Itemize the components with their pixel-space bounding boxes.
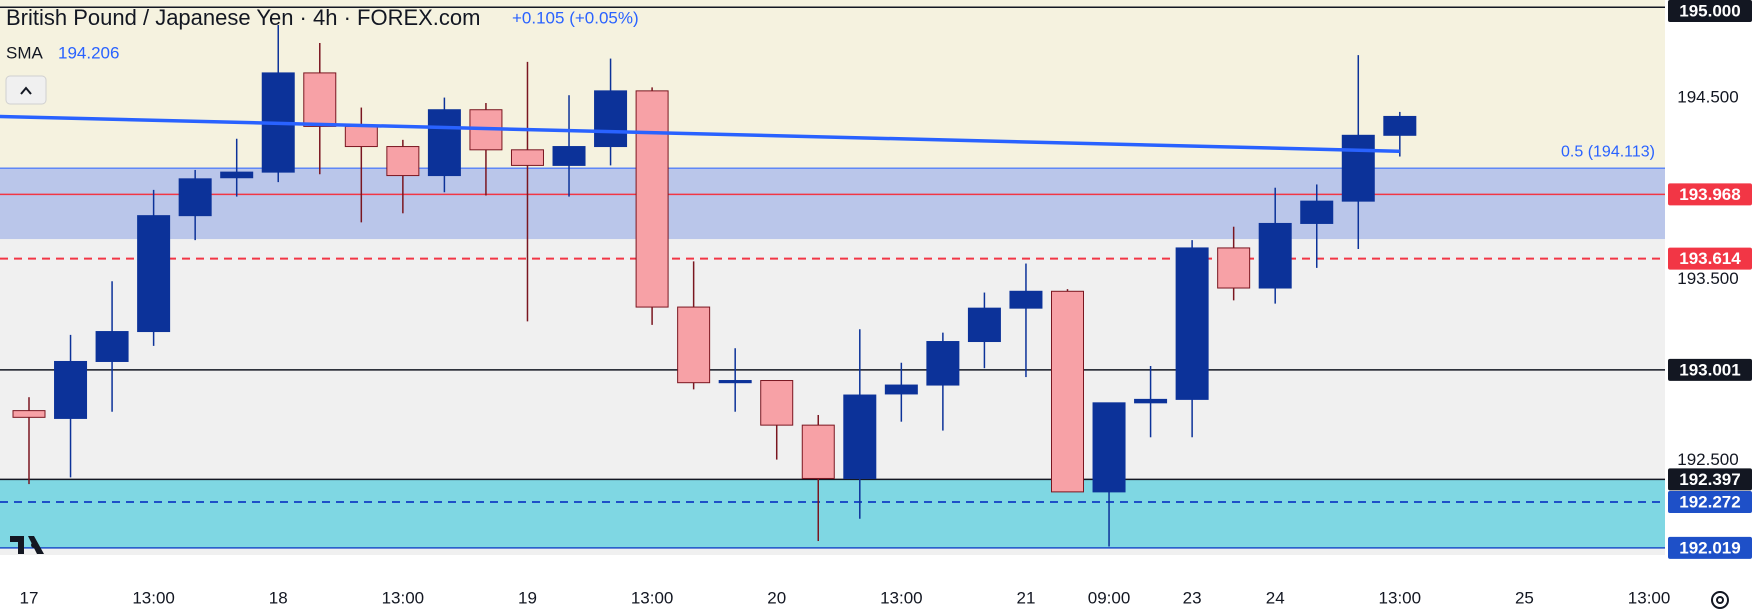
price-label-box [1668,491,1752,514]
candles [12,25,1417,547]
x-tick-label: 13:00 [631,588,674,607]
candle-body [677,306,711,384]
price-label-box [1668,468,1752,491]
y-tick-label: 193.500 [1677,269,1738,288]
settings-button[interactable] [1711,591,1729,609]
candle-body [1175,247,1209,400]
x-tick-label: 18 [269,588,288,607]
price-label-box [1668,358,1752,381]
price-label: 192.019 [1679,538,1740,557]
logo-mark [10,536,44,554]
price-label: 193.001 [1679,360,1740,379]
x-tick-label: 20 [767,588,786,607]
fib-label: 0.5 (194.113) [1561,143,1655,160]
candle-body [843,394,877,479]
zone [0,479,1665,548]
candle-body [760,380,794,426]
candle-body [386,146,420,177]
overlay: 0.5 (194.113) [0,114,1655,160]
x-tick-label: 21 [1016,588,1035,607]
collapse-button-bg[interactable] [5,75,47,105]
settings-icon-center [1716,596,1724,604]
x-tick-label: 17 [20,588,39,607]
candle-body [1341,134,1375,202]
candle-body [967,307,1001,343]
candle-body [95,331,129,362]
y-tick-label: 194.500 [1677,87,1738,106]
price-label-box [1668,0,1752,22]
sma-line [0,114,1400,154]
time-axis [0,555,1752,612]
candle-body [427,109,461,177]
candle-body [1217,247,1251,289]
candle-body [1009,290,1043,309]
candle-body [718,380,752,384]
axes: 194.500 193.500 192.500 195.000 193.968 193.6… [20,0,1752,607]
candle-body [552,146,586,166]
candle-body [510,149,544,166]
candle-body [1258,222,1292,289]
price-label: 192.272 [1679,493,1740,512]
candle-body [926,341,960,386]
indicator-name: SMA [6,43,44,62]
candle-body [801,424,835,479]
candle-body [220,171,254,179]
price-axis [1665,0,1752,555]
collapse-icon [20,86,32,95]
candle-body [635,90,669,308]
indicator-value: 194.206 [58,43,119,62]
x-tick-label: 13:00 [382,588,425,607]
x-tick-label: 13:00 [880,588,923,607]
zone [0,168,1665,240]
candle-body [303,72,337,127]
collapse-button[interactable] [5,75,47,105]
candle-body [1051,290,1084,493]
candle-body [178,178,212,217]
x-tick-label: 19 [518,588,537,607]
x-tick-label: 13:00 [132,588,175,607]
candle-body [344,125,378,148]
candle-body [1092,402,1126,493]
x-tick-label: 13:00 [1628,588,1671,607]
candle-body [884,384,918,395]
candle-body [137,215,171,333]
candle-body [1300,200,1334,224]
candle-body [1383,115,1417,136]
candle-body [1134,398,1168,404]
logo[interactable] [10,536,44,554]
price-label: 193.968 [1679,185,1740,204]
candle-body [12,410,46,418]
x-tick-label: 09:00 [1088,588,1131,607]
price-label-box [1668,247,1752,270]
settings-icon [1711,591,1729,609]
x-tick-label: 25 [1515,588,1534,607]
price-change: +0.105 (+0.05%) [512,8,639,27]
price-label: 193.614 [1679,249,1741,268]
chart-title: British Pound / Japanese Yen · 4h · FORE… [6,5,480,30]
price-label-box [1668,536,1752,559]
candle-body [54,360,88,419]
price-label: 192.397 [1679,470,1740,489]
x-tick-label: 24 [1266,588,1285,607]
y-tick-label: 192.500 [1677,450,1738,469]
price-label-box [1668,183,1752,206]
x-tick-label: 23 [1183,588,1202,607]
x-tick-label: 13:00 [1379,588,1422,607]
candle-body [594,90,628,148]
levels [0,6,1665,549]
price-label: 195.000 [1679,1,1740,20]
